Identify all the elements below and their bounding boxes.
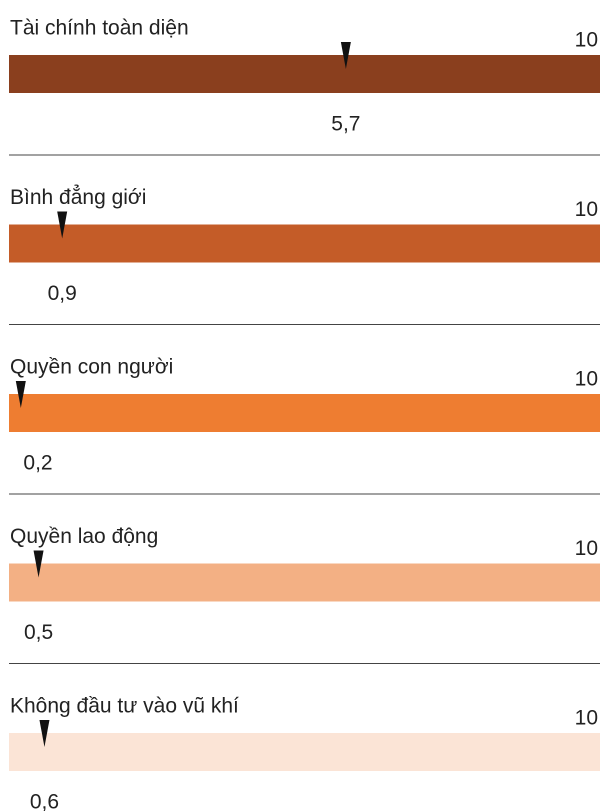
max-label: 10 [575,707,598,730]
gauge-bar [9,55,600,93]
gauge-title: Quyền con người [10,356,173,379]
gauge-title: Quyền lao động [10,525,158,548]
gauge-bar [9,394,600,432]
gauge-title: Không đầu tư vào vũ khí [10,695,239,718]
marker [15,381,26,408]
marker [57,211,68,239]
gauge-title: Tài chính toàn diện [10,17,189,40]
gauge-title: Bình đẳng giới [10,185,146,209]
value-label: 0,6 [30,791,59,811]
marker [33,550,44,578]
max-label: 10 [575,368,598,391]
marker [340,42,351,69]
value-label: 0,9 [48,282,77,305]
max-label: 10 [575,29,598,52]
max-label: 10 [575,198,598,221]
gauge-bar [9,224,600,263]
gauge-bar [9,733,600,771]
marker [39,720,50,747]
value-label: 0,5 [24,621,53,644]
max-label: 10 [575,537,598,560]
value-label: 5,7 [331,113,360,136]
gauge-bar [9,563,600,602]
value-label: 0,2 [23,452,52,475]
